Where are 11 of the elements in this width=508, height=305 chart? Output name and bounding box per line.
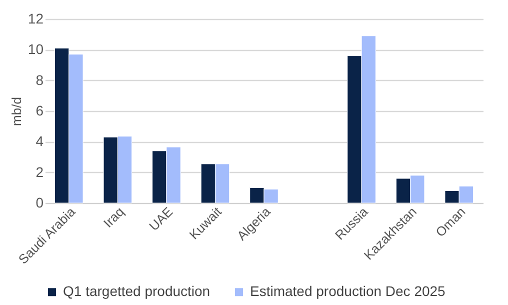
y-tick-label: 0 [36, 194, 44, 210]
y-tick-label: 4 [36, 133, 44, 150]
y-axis-title: mb/d [8, 97, 24, 126]
y-tick-label: 10 [28, 41, 44, 58]
x-tick-label: Iraq [100, 204, 127, 231]
y-tick-label: 12 [28, 10, 44, 26]
legend-label: Q1 targetted production [63, 283, 210, 300]
y-tick-label: 6 [36, 102, 44, 118]
y-tick-label: 8 [36, 72, 44, 88]
y-tick-label: 2 [36, 164, 44, 180]
legend-label: Estimated production Dec 2025 [250, 283, 446, 300]
